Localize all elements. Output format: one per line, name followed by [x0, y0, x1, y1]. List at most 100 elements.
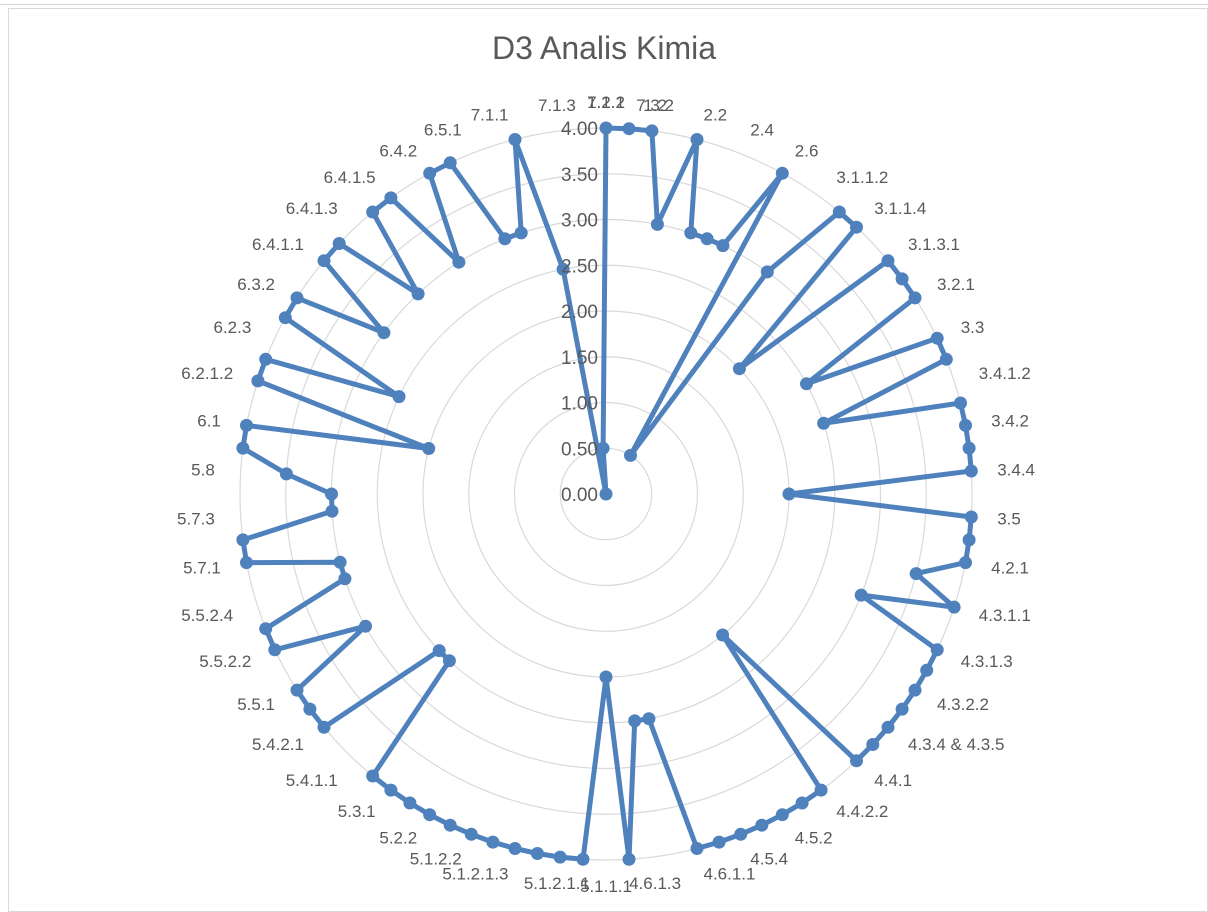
data-point: [240, 556, 253, 570]
category-label: 2.6: [795, 142, 819, 161]
data-point: [486, 835, 500, 849]
data-point: [432, 644, 446, 658]
category-label: 5.4.1.1: [286, 771, 338, 790]
data-point: [325, 504, 339, 518]
category-label: 5.1.2.2: [410, 850, 462, 869]
category-label: 5.2.2: [379, 829, 417, 848]
data-point: [895, 272, 909, 286]
data-point: [553, 850, 567, 864]
data-point: [930, 643, 944, 657]
data-point: [628, 714, 642, 728]
data-point: [814, 783, 828, 797]
data-point: [452, 255, 466, 269]
data-point: [881, 254, 895, 268]
category-label: 5.1.1.1: [580, 877, 632, 896]
data-point: [325, 487, 338, 501]
tick-label: 2.00: [561, 302, 598, 323]
data-point: [514, 226, 528, 240]
data-point: [920, 663, 934, 677]
category-label: 4.2.1: [991, 559, 1029, 578]
category-label: 3.3: [961, 318, 985, 337]
data-point: [866, 738, 880, 751]
category-label: 5.7.1: [183, 559, 221, 578]
data-point: [279, 467, 293, 481]
category-label: 3.1.1.4: [874, 199, 926, 218]
category-label: 6.2.1.2: [181, 364, 233, 383]
category-label: 2.4: [750, 121, 774, 140]
category-label: 6.4.1.1: [252, 235, 304, 254]
data-point: [317, 254, 331, 268]
tick-label: 1.00: [561, 394, 598, 415]
data-point: [755, 818, 769, 832]
category-labels: 1.1.1 1.2 2.2 2.4 2.6 3.1.1.2 3.1.1.4 3.1.3.1 3.…: [177, 93, 1035, 896]
category-label: 6.1: [197, 412, 221, 431]
data-point: [423, 166, 437, 180]
data-point: [599, 670, 613, 684]
data-point: [596, 441, 610, 455]
data-point: [443, 818, 457, 832]
category-label: 4.3.2.2: [937, 695, 989, 714]
data-point: [832, 205, 846, 219]
category-label: 6.4.1.3: [286, 199, 338, 218]
category-label: 4.4.1: [874, 771, 912, 790]
data-point: [782, 487, 796, 501]
data-point: [962, 441, 976, 455]
category-label: 3.1.1.2: [836, 168, 888, 187]
data-point: [716, 239, 730, 253]
category-label: 7.2.2: [587, 93, 625, 112]
data-point: [854, 588, 868, 602]
data-point: [530, 847, 544, 860]
data-point: [909, 567, 923, 581]
data-point: [236, 533, 250, 547]
data-point: [259, 352, 273, 366]
data-point: [622, 122, 636, 136]
category-label: 7.1.1: [471, 105, 509, 124]
data-point: [712, 835, 726, 849]
category-label: 6.4.1.5: [324, 168, 376, 187]
data-point: [775, 808, 789, 822]
category-label: 4.3.1.3: [961, 652, 1013, 671]
category-label: 1.2: [643, 96, 667, 115]
data-point: [290, 291, 304, 305]
data-point: [962, 533, 976, 547]
category-label: 2.2: [704, 105, 728, 124]
data-point: [392, 390, 406, 404]
data-point: [690, 842, 704, 855]
data-point: [939, 352, 953, 366]
data-point: [642, 712, 656, 726]
data-point: [251, 374, 265, 388]
data-point: [908, 291, 922, 305]
category-label: 4.3.1.1: [979, 606, 1031, 625]
tick-label: 0.50: [561, 439, 598, 460]
data-point: [384, 783, 398, 797]
category-label: 4.5.2: [795, 829, 833, 848]
data-point: [732, 362, 746, 376]
category-label: 3.4.4: [997, 460, 1035, 479]
data-point: [964, 464, 978, 478]
data-point: [278, 311, 292, 325]
category-label: 5.4.2.1: [252, 735, 304, 754]
data-point: [377, 326, 391, 340]
data-point: [508, 133, 522, 146]
tick-label: 4.00: [561, 119, 598, 140]
series: [236, 121, 978, 866]
data-point: [303, 702, 317, 716]
category-label: 4.6.1.1: [704, 865, 756, 884]
data-point: [964, 510, 978, 524]
data-point: [411, 287, 425, 301]
category-label: 3.5: [997, 510, 1021, 529]
category-label: 4.3.4 & 4.3.5: [908, 735, 1004, 754]
category-label: 5.1.2.1.3: [442, 865, 508, 884]
data-point: [850, 220, 863, 234]
data-point: [930, 331, 944, 345]
data-point: [236, 441, 250, 455]
data-point: [954, 396, 967, 410]
category-label: 3.4.1.2: [979, 364, 1031, 383]
data-point: [690, 133, 704, 146]
data-point: [332, 237, 346, 250]
data-point: [498, 232, 512, 246]
data-point: [895, 702, 909, 716]
data-point: [650, 217, 664, 231]
category-label: 6.2.3: [213, 318, 251, 337]
